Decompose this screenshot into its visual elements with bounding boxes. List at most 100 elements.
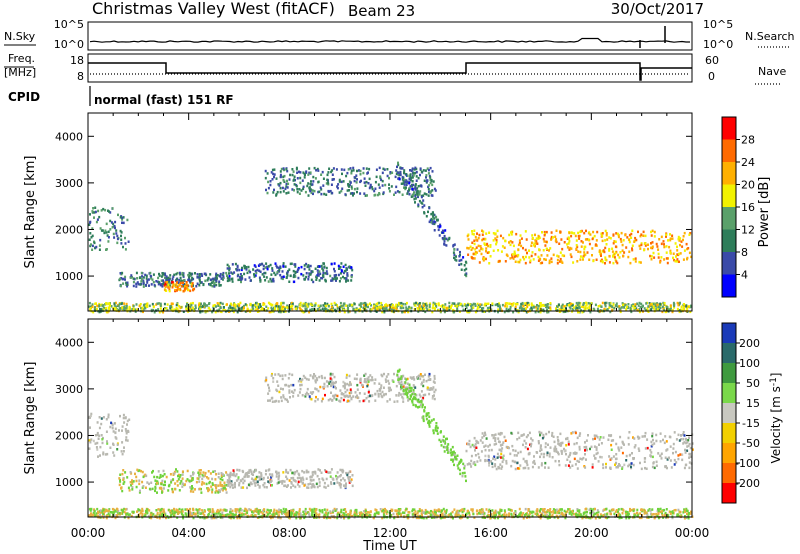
colorbar-tick-label: 16: [741, 201, 755, 214]
scatter-point: [359, 378, 362, 382]
scatter-point: [679, 243, 681, 247]
scatter-point: [622, 303, 625, 307]
scatter-point: [89, 307, 92, 310]
scatter-point: [125, 438, 127, 442]
scatter-point: [123, 308, 126, 312]
scatter-point: [470, 459, 473, 463]
scatter-point: [606, 308, 609, 311]
scatter-point: [631, 229, 634, 232]
scatter-point: [104, 208, 107, 212]
scatter-point: [609, 301, 612, 305]
scatter-point: [413, 197, 416, 201]
scatter-point: [609, 237, 612, 240]
scatter-point: [616, 466, 619, 469]
scatter-point: [624, 233, 627, 237]
scatter-point: [228, 476, 231, 480]
scatter-point: [115, 305, 118, 308]
scatter-point: [557, 303, 560, 307]
scatter-point: [494, 232, 497, 235]
scatter-point: [612, 233, 615, 236]
scatter-point: [644, 244, 647, 247]
scatter-point: [148, 516, 151, 519]
scatter-point: [385, 303, 388, 306]
scatter-point: [395, 169, 398, 172]
scatter-point: [348, 391, 351, 395]
scatter-point: [122, 245, 124, 249]
scatter-point: [432, 215, 434, 219]
scatter-point: [307, 173, 310, 176]
scatter-point: [116, 443, 119, 446]
scatter-point: [150, 481, 153, 484]
scatter-point: [508, 302, 511, 305]
scatter-point: [243, 306, 245, 309]
scatter-point: [469, 309, 472, 312]
scatter-point: [183, 278, 186, 282]
scatter-point: [295, 307, 298, 310]
scatter-point: [252, 473, 254, 476]
scatter-point: [287, 182, 290, 186]
scatter-point: [215, 473, 218, 476]
scatter-point: [385, 375, 388, 378]
scatter-point: [593, 454, 596, 457]
scatter-point: [550, 257, 553, 260]
scatter-point: [418, 304, 421, 307]
scatter-point: [650, 255, 653, 258]
scatter-point: [269, 478, 272, 482]
scatter-point: [347, 399, 349, 403]
scatter-point: [557, 452, 560, 456]
scatter-point: [394, 305, 397, 308]
scatter-point: [516, 467, 519, 470]
scatter-point: [286, 274, 289, 277]
scatter-point: [190, 487, 193, 491]
scatter-point: [128, 307, 131, 311]
scatter-point: [652, 302, 655, 305]
scatter-point: [302, 311, 305, 314]
scatter-point: [350, 391, 353, 395]
scatter-point: [477, 304, 480, 307]
scatter-point: [102, 416, 105, 419]
plot-title: Christmas Valley West (fitACF): [92, 0, 335, 18]
scatter-point: [520, 309, 523, 312]
scatter-point: [639, 305, 642, 309]
scatter-point: [244, 310, 247, 313]
scatter-point: [479, 245, 482, 248]
scatter-point: [179, 273, 182, 276]
scatter-point: [173, 507, 175, 511]
scatter-point: [109, 219, 112, 223]
scatter-point: [498, 440, 500, 443]
scatter-point: [365, 380, 368, 384]
scatter-point: [333, 375, 336, 379]
scatter-point: [356, 373, 359, 376]
scatter-point: [281, 277, 284, 281]
scatter-point: [284, 265, 287, 268]
scatter-point: [615, 453, 618, 456]
scatter-point: [144, 486, 147, 489]
scatter-point: [604, 229, 607, 233]
scatter-point: [476, 460, 479, 463]
scatter-point: [496, 229, 499, 233]
scatter-point: [428, 423, 431, 426]
scatter-point: [515, 232, 518, 236]
scatter-point: [471, 303, 474, 307]
scatter-point: [671, 309, 674, 312]
scatter-point: [346, 388, 349, 392]
scatter-point: [644, 447, 647, 450]
scatter-point: [241, 266, 243, 270]
scatter-point: [320, 276, 323, 280]
scatter-point: [483, 304, 486, 307]
scatter-point: [221, 489, 224, 492]
scatter-point: [266, 191, 269, 195]
scatter-point: [151, 471, 153, 474]
scatter-point: [309, 273, 312, 276]
scatter-point: [308, 186, 311, 190]
scatter-point: [132, 309, 135, 312]
scatter-point: [404, 386, 407, 390]
scatter-point: [228, 277, 231, 280]
scatter-point: [362, 306, 365, 310]
scatter-point: [481, 441, 484, 444]
scatter-point: [232, 486, 234, 489]
scatter-point: [553, 449, 556, 452]
scatter-point: [164, 281, 167, 284]
scatter-point: [326, 272, 329, 276]
scatter-point: [653, 466, 656, 470]
